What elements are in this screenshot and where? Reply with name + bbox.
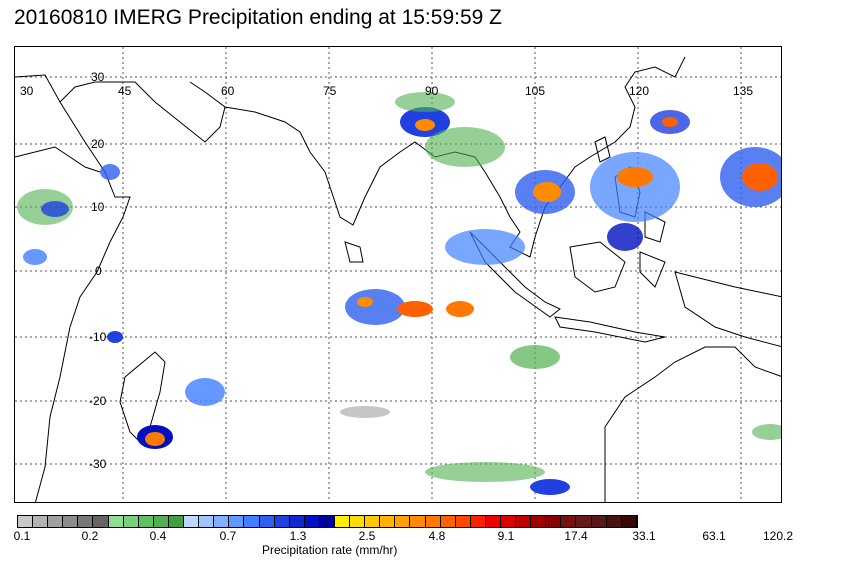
precipitation-map: 30 45 60 75 90 105 120 135 30 20 10 0 -1… [14, 46, 782, 503]
colorbar-tick-label: 1.3 [289, 529, 307, 543]
colorbar-swatch [410, 516, 426, 527]
colorbar-tick-label: 2.5 [358, 529, 376, 543]
colorbar-swatch [606, 516, 622, 527]
lon-label: 75 [323, 84, 337, 98]
colorbar-tick-label: 0.4 [149, 529, 167, 543]
colorbar-swatch [455, 516, 471, 527]
colorbar-swatch [33, 516, 49, 527]
lon-label: 90 [425, 84, 439, 98]
colorbar-swatch [153, 516, 169, 527]
colorbar-swatch [350, 516, 366, 527]
colorbar-swatch [214, 516, 230, 527]
latitude-labels: 30 20 10 0 -10 -20 -30 [89, 70, 107, 471]
color-scale-bar [17, 515, 638, 528]
colorbar-swatch [501, 516, 517, 527]
colorbar-swatch [561, 516, 577, 527]
colorbar-tick-label: 0.7 [219, 529, 237, 543]
colorbar-swatch [425, 516, 441, 527]
lon-label: 105 [525, 84, 545, 98]
lat-label: -30 [89, 457, 107, 471]
map-canvas: 30 45 60 75 90 105 120 135 30 20 10 0 -1… [15, 47, 781, 502]
colorbar-tick-label: 0.2 [81, 529, 99, 543]
lon-label: 45 [118, 84, 132, 98]
colorbar-swatch [440, 516, 456, 527]
colorbar-swatch [576, 516, 592, 527]
colorbar-swatch [334, 516, 351, 527]
colorbar-swatch [621, 516, 637, 527]
colorbar-swatch [289, 516, 305, 527]
colorbar-swatch [485, 516, 501, 527]
colorbar-tick-label: 9.1 [497, 529, 515, 543]
longitude-labels: 30 45 60 75 90 105 120 135 [20, 84, 753, 98]
colorbar-swatch [48, 516, 64, 527]
lon-label: 120 [629, 84, 649, 98]
lon-label: 60 [221, 84, 235, 98]
lat-label: -20 [89, 394, 107, 408]
colorbar-swatch [531, 516, 547, 527]
colorbar-tick-label: 4.8 [428, 529, 446, 543]
colorbar-swatch [365, 516, 381, 527]
colorbar-swatch [259, 516, 275, 527]
colorbar-swatch [546, 516, 562, 527]
colorbar-swatch [395, 516, 411, 527]
colorbar-swatch [380, 516, 396, 527]
lon-label: 30 [20, 84, 34, 98]
colorbar-tick-label: 17.4 [564, 529, 588, 543]
colorbar-swatch [516, 516, 532, 527]
colorbar-title: Precipitation rate (mm/hr) [262, 543, 398, 557]
colorbar-swatch [18, 516, 34, 527]
colorbar-tick-label: 0.1 [13, 529, 31, 543]
colorbar-swatch [108, 516, 124, 527]
colorbar-swatch [138, 516, 154, 527]
colorbar-tick-label: 33.1 [632, 529, 656, 543]
lon-label: 135 [733, 84, 753, 98]
colorbar-tick-label: 63.1 [702, 529, 726, 543]
colorbar-swatch [470, 516, 486, 527]
lat-label: 20 [91, 137, 105, 151]
colorbar-swatch [244, 516, 260, 527]
lat-label: 10 [91, 200, 105, 214]
colorbar-swatch [591, 516, 607, 527]
colorbar-swatch [184, 516, 200, 527]
colorbar-swatch [93, 516, 109, 527]
colorbar-swatch [199, 516, 215, 527]
lat-label: -10 [89, 330, 107, 344]
colorbar-swatch [229, 516, 245, 527]
colorbar-swatch [304, 516, 320, 527]
colorbar-swatch [78, 516, 94, 527]
colorbar-tick-label: 120.2 [762, 529, 794, 543]
coastlines [15, 56, 781, 502]
colorbar-swatch [168, 516, 185, 527]
lat-label: 0 [95, 264, 102, 278]
colorbar-swatch [123, 516, 139, 527]
lat-label: 30 [91, 70, 105, 84]
map-title: 20160810 IMERG Precipitation ending at 1… [14, 6, 502, 29]
colorbar-swatch [63, 516, 79, 527]
colorbar-swatch [274, 516, 290, 527]
precipitation-field [17, 92, 781, 495]
colorbar-swatch [319, 516, 335, 527]
